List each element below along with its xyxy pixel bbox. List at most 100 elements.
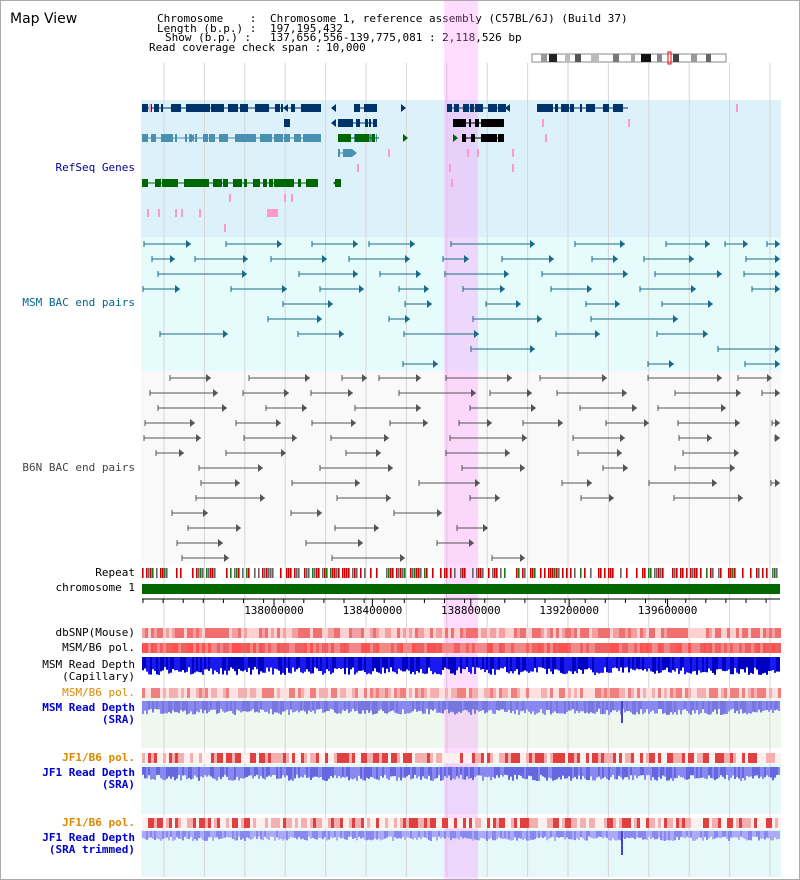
jf1-sra-depth-bar — [488, 767, 490, 777]
jf1-b6-pol-cell — [331, 753, 334, 763]
jf1-sra-depth-bar — [334, 767, 336, 776]
jf1-sra-depth-bar — [712, 767, 714, 779]
msm-sra-depth-bar — [184, 701, 186, 711]
b6n-bac-pair-end — [206, 374, 211, 382]
gene-exon — [348, 134, 351, 142]
jf1-b6-pol-2-cell — [709, 818, 712, 828]
dbsnp-cell — [298, 628, 301, 638]
jf1-sra-depth-bar — [238, 767, 240, 781]
dbsnp-cell — [667, 628, 670, 638]
msm-b6-pol-cell — [736, 643, 739, 653]
msm-b6-pol-cell — [583, 643, 586, 653]
msm-capillary-depth-bar — [254, 657, 256, 667]
repeat-feature — [590, 568, 592, 578]
msm-b6-pol-cell — [337, 643, 340, 653]
jf1-b6-pol-cell — [748, 753, 751, 763]
msm-sra-depth-bar — [462, 701, 464, 711]
jf1-b6-pol-2-cell — [625, 818, 628, 828]
jf1-trim-depth-bar — [568, 831, 570, 840]
msm-sra-depth-bar — [318, 701, 320, 710]
jf1-b6-pol-cell — [292, 753, 295, 763]
msm-sra-depth-bar — [554, 701, 556, 712]
b6n-bac-pair-end — [358, 539, 363, 547]
repeat-feature — [676, 568, 678, 578]
b6n-bac-track-label[interactable]: B6N BAC end pairs — [22, 461, 135, 474]
msm-sra-depth-bar — [424, 701, 426, 714]
msm-sra-depth-bar — [332, 701, 334, 710]
msm-bac-pair-end — [170, 255, 175, 263]
jf1-b6-pol-2-cell — [178, 818, 181, 828]
msm-b6-pol-cell — [535, 643, 538, 653]
jf1-b6-pol-2-cell — [244, 818, 247, 828]
msm-capillary-depth-bar — [310, 657, 312, 674]
msm-sra-depth-bar — [390, 701, 392, 712]
jf1-trim-depth-bar — [392, 831, 394, 841]
msm-capillary-depth-bar — [166, 657, 168, 670]
msm-bac-pair-end — [669, 360, 674, 368]
gene-exon — [359, 134, 369, 142]
jf1-sra-depth-bar — [502, 767, 504, 777]
jf1-trim-depth-bar — [774, 831, 776, 838]
jf1-trim-depth-bar — [672, 831, 674, 841]
dbsnp-cell — [265, 628, 268, 638]
jf1-b6-pol-cell — [307, 753, 310, 763]
repeat-feature — [388, 568, 390, 578]
jf1-trim-depth-bar — [654, 831, 656, 840]
msm-capillary-depth-bar — [432, 657, 434, 675]
msm-capillary-depth-bar — [728, 657, 730, 670]
msm-sra-depth-bar — [228, 701, 230, 712]
msm-bac-pair-end — [282, 285, 287, 293]
dbsnp-cell — [196, 628, 199, 638]
gene-exon — [492, 134, 497, 142]
msm-b6-pol-cell — [514, 643, 517, 653]
refseq-track-label[interactable]: RefSeq Genes — [55, 161, 135, 174]
ideogram-position-marker — [667, 51, 672, 65]
jf1-b6-pol-2-cell — [361, 818, 364, 828]
msm-b6-pol-2-cell — [430, 688, 433, 698]
jf1-b6-pol-cell — [202, 753, 205, 763]
jf1-b6-pol-cell — [343, 753, 346, 763]
msm-b6-pol-2-cell — [661, 688, 664, 698]
gene-exon — [488, 104, 497, 112]
msm-b6-pol-2-cell — [283, 688, 286, 698]
dbsnp-cell — [589, 628, 592, 638]
msm-sra-depth-bar — [238, 701, 240, 711]
jf1-sra-depth-bar — [552, 767, 554, 781]
jf1-b6-pol-cell — [346, 753, 349, 763]
msm-sra-depth-bar — [240, 701, 242, 713]
msm-b6-pol-cell — [766, 643, 769, 653]
msm-capillary-depth-bar — [228, 657, 230, 671]
msm-sra-depth-bar — [664, 701, 666, 714]
msm-b6-pol-cell — [778, 643, 781, 653]
repeat-feature — [608, 568, 610, 578]
msm-capillary-depth-bar — [726, 657, 728, 671]
msm-b6-pol-2-cell — [355, 688, 358, 698]
msm-sra-depth-bar — [404, 701, 406, 715]
gene-exon — [364, 104, 372, 112]
msm-sra-depth-bar — [368, 701, 370, 713]
msm-capillary-depth-bar — [682, 657, 684, 668]
repeat-feature — [648, 568, 650, 578]
jf1-trim-depth-bar — [146, 831, 148, 840]
repeat-feature — [492, 568, 494, 578]
jf1-sra-depth-bar — [484, 767, 486, 777]
jf1-b6-pol-2-cell — [568, 818, 571, 828]
jf1-trim-depth-bar — [214, 831, 216, 838]
jf1-sra-depth-bar — [636, 767, 638, 779]
jf1-sra-depth-bar — [668, 767, 670, 781]
msm-b6-pol-cell — [412, 643, 415, 653]
msm-sra-depth-bar — [322, 701, 324, 713]
jf1-trim-depth-bar — [644, 831, 646, 840]
repeat-feature — [304, 568, 306, 578]
b6n-bac-pair-end — [775, 434, 780, 442]
msm-b6-pol-2-cell — [691, 688, 694, 698]
jf1-b6-pol-cell — [778, 753, 781, 763]
jf1-sra-depth-bar — [470, 767, 472, 778]
msm-bac-track-label[interactable]: MSM BAC end pairs — [22, 296, 135, 309]
jf1-trim-depth-bar — [626, 831, 628, 838]
axis-tick-label: 138800000 — [441, 604, 501, 617]
jf1-b6-pol-cell — [379, 753, 382, 763]
jf1-b6-pol-cell — [382, 753, 385, 763]
msm-b6-pol-cell — [724, 643, 727, 653]
